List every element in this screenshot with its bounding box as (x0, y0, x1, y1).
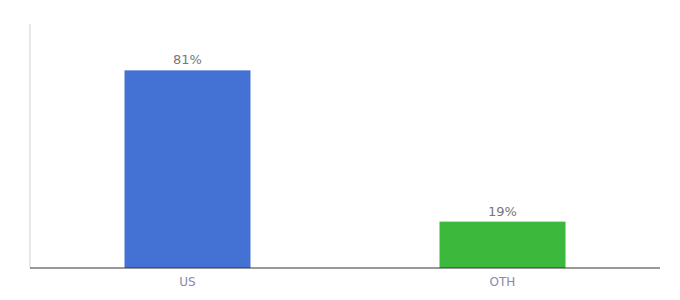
bar (440, 222, 566, 268)
chart-container: 81% 19% US OTH (0, 0, 680, 300)
chart: 81% 19% US OTH (0, 0, 680, 300)
data-label: 19% (488, 204, 517, 219)
x-tick-label: OTH (490, 275, 516, 289)
page: {"chart_data": {"type": "bar", "categori… (0, 0, 680, 300)
y-axis-line (30, 24, 31, 268)
x-axis-line (30, 268, 660, 269)
bars (125, 70, 566, 268)
bar (125, 70, 251, 268)
data-label: 81% (173, 52, 202, 67)
x-tick-label: US (179, 275, 195, 289)
